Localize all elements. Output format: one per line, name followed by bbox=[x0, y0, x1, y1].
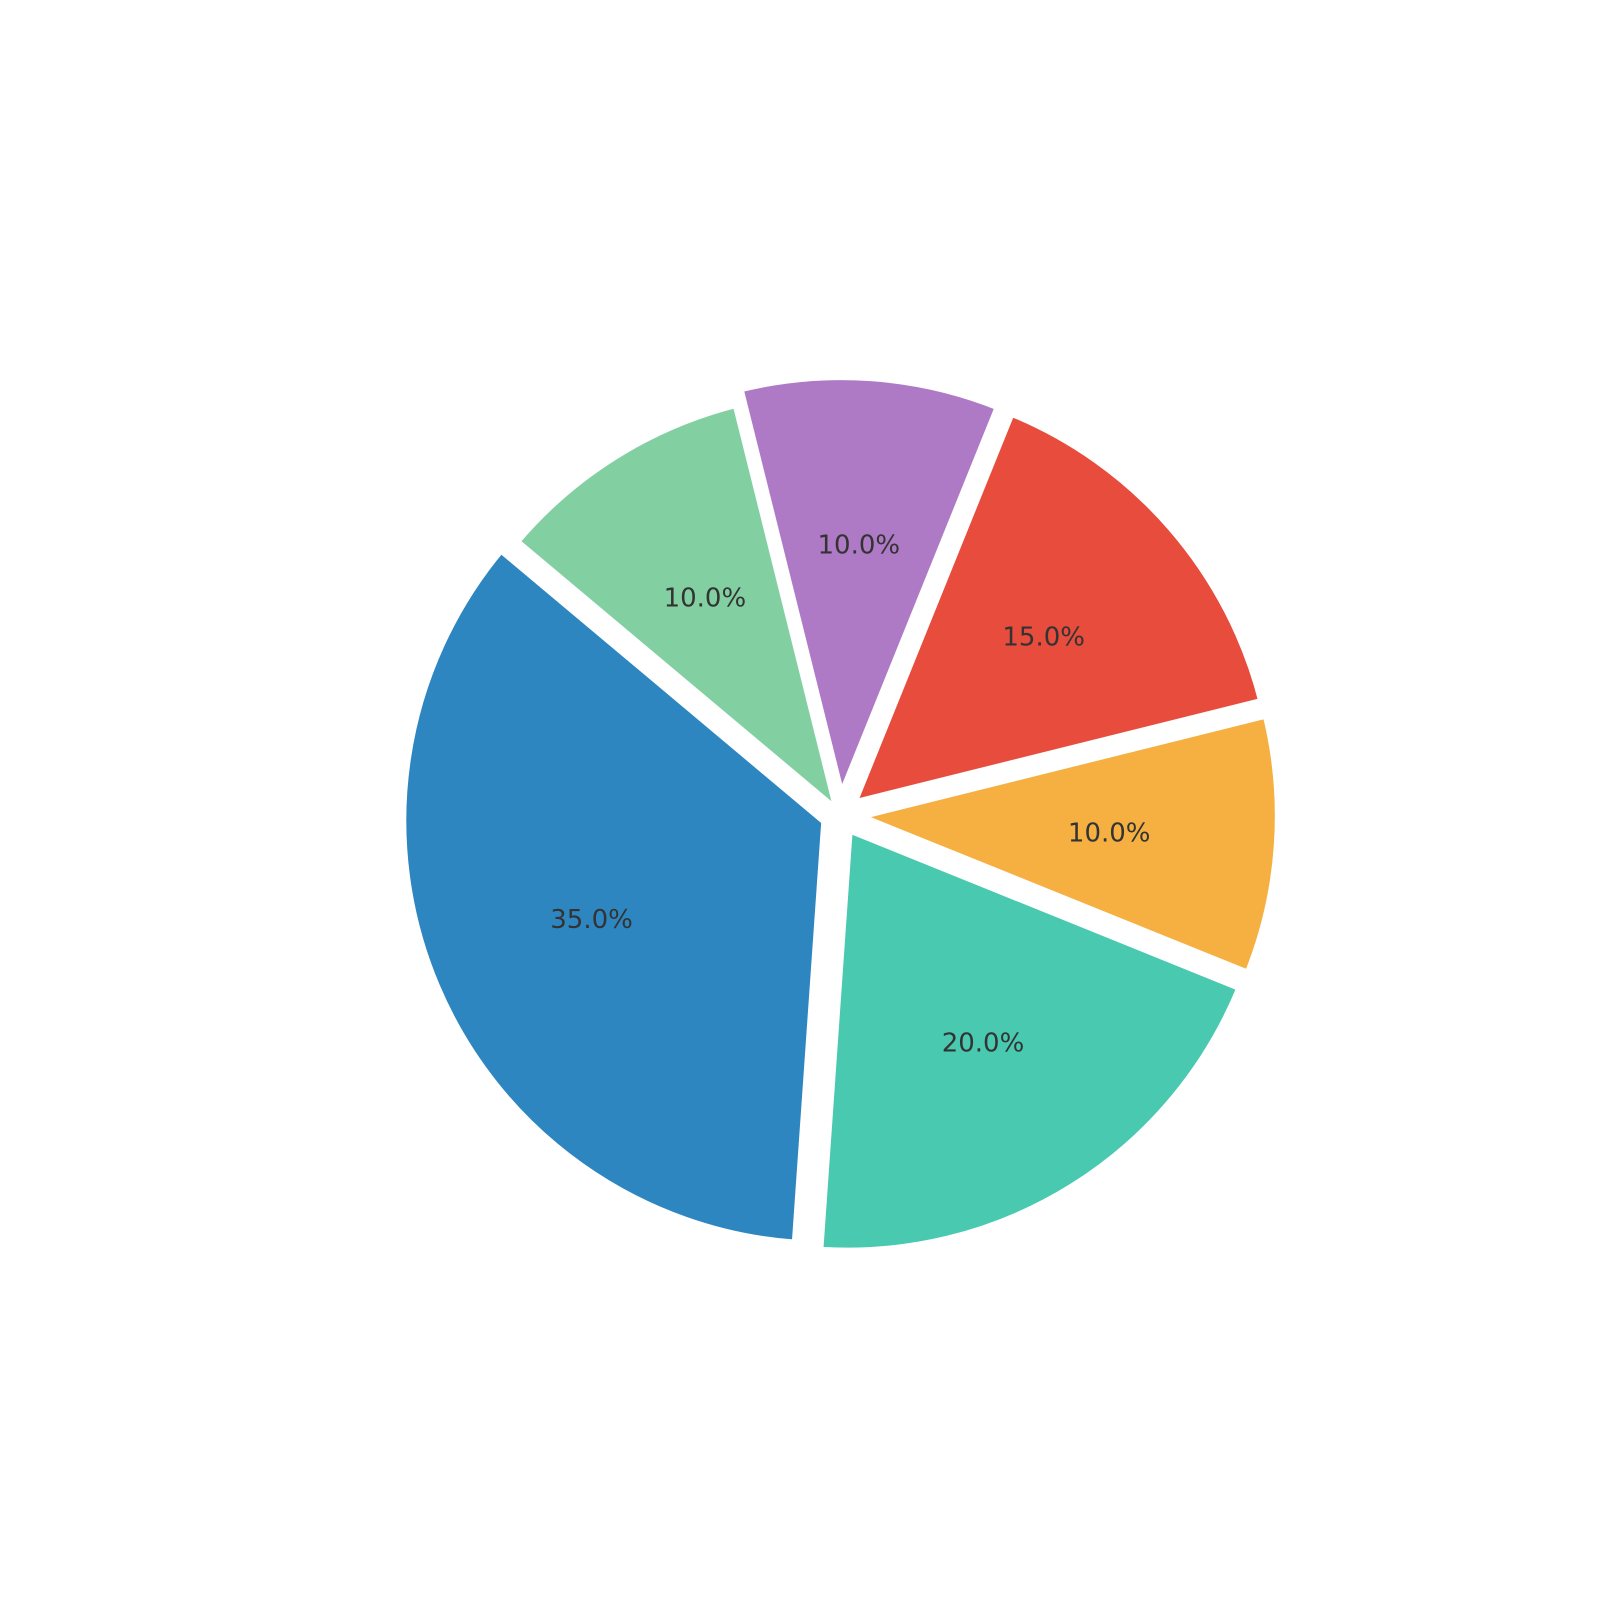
pie-slice-label-5: 10.0% bbox=[664, 583, 747, 613]
pie-slice-label-4: 10.0% bbox=[818, 530, 901, 560]
slices-layer bbox=[396, 370, 1285, 1258]
pie-slice-label-1: 20.0% bbox=[942, 1028, 1025, 1058]
pie-slice-4 bbox=[732, 370, 1007, 817]
pie-slice-1 bbox=[812, 820, 1249, 1258]
pie-slice-label-0: 35.0% bbox=[550, 905, 633, 935]
pie-slice-label-2: 10.0% bbox=[1068, 818, 1151, 848]
pie-slice-0 bbox=[396, 540, 832, 1251]
pie-slice-3 bbox=[842, 404, 1270, 813]
pie-slice-5 bbox=[507, 396, 849, 829]
labels-layer: 35.0% 20.0% 10.0% 15.0% 10.0% 10.0% bbox=[550, 530, 1150, 1058]
pie-slice-2 bbox=[838, 707, 1285, 982]
pie-slice-label-3: 15.0% bbox=[1002, 622, 1085, 652]
